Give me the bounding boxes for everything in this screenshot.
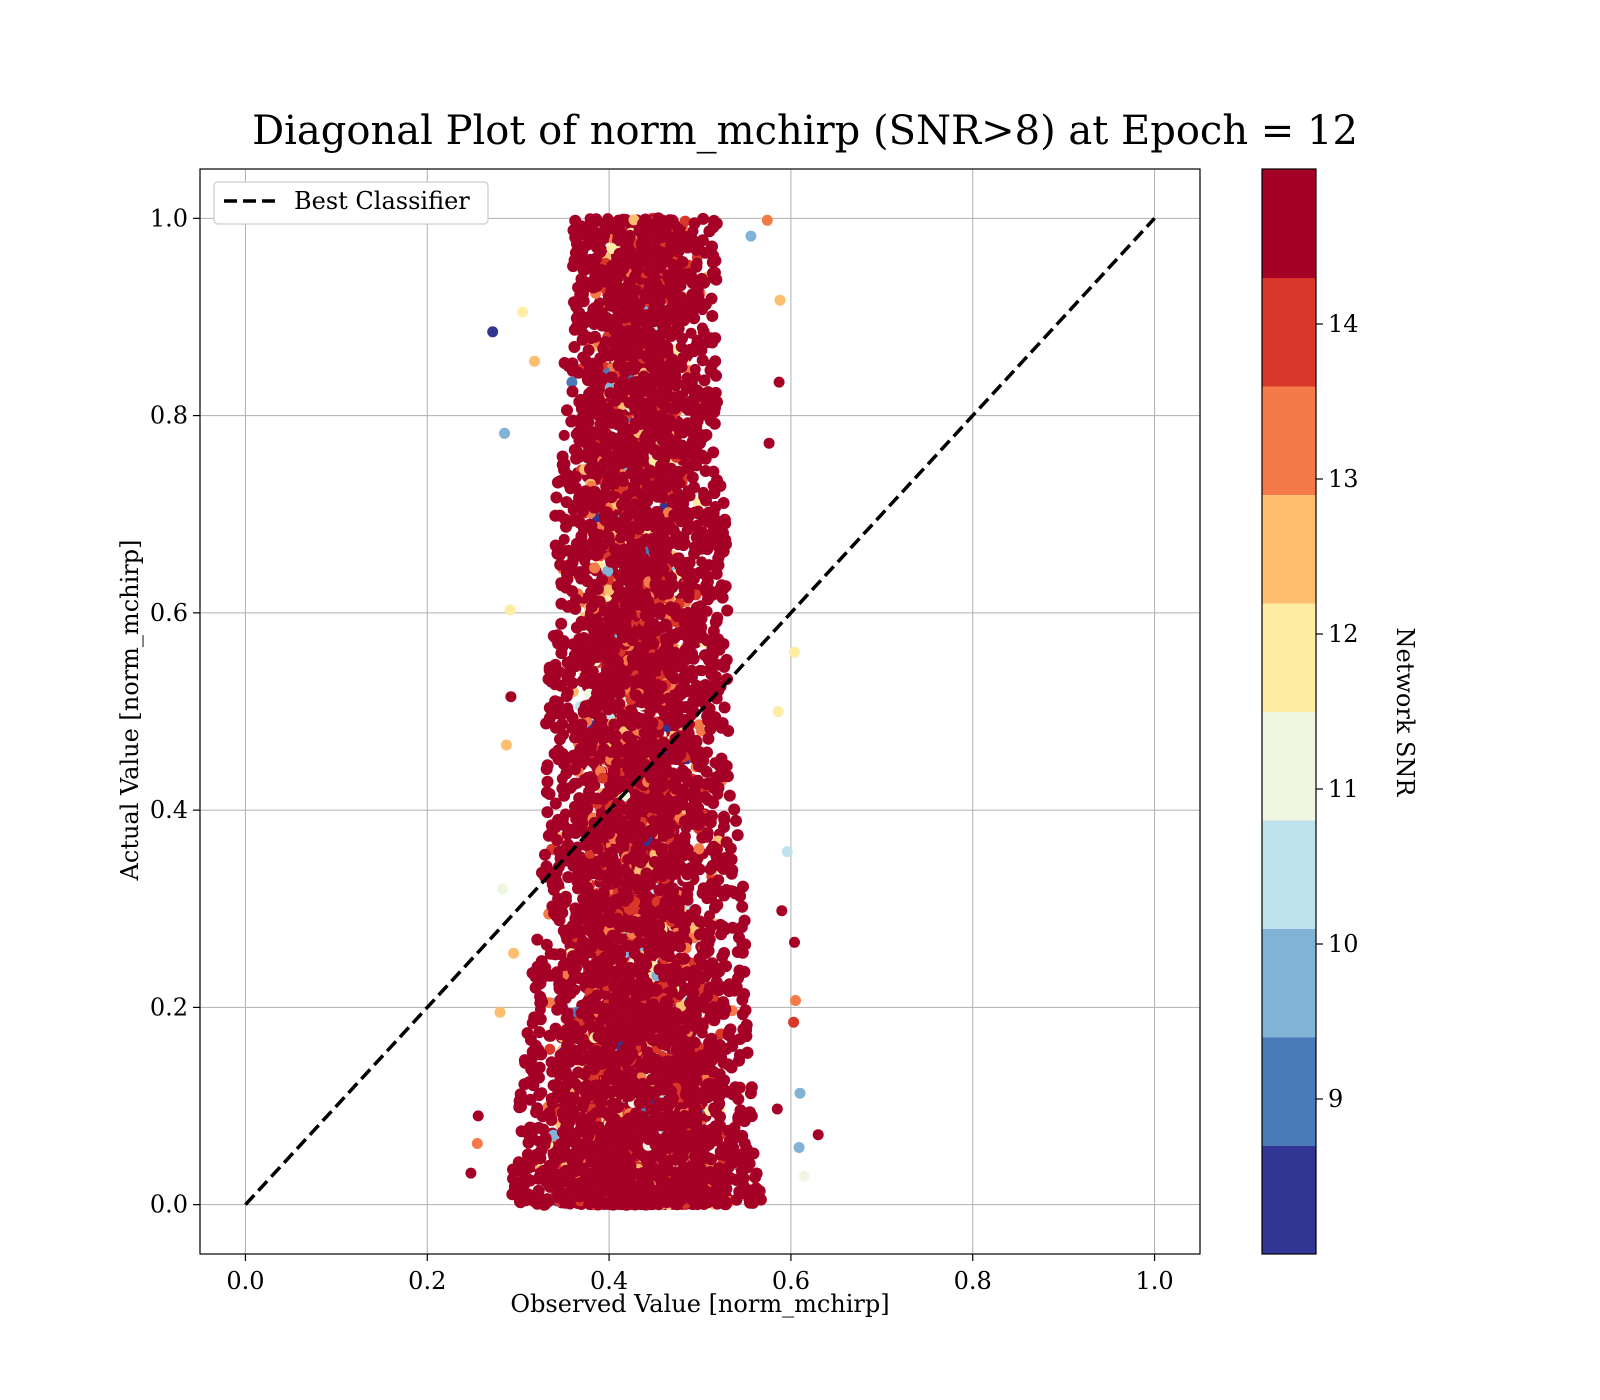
scatter-point — [608, 718, 620, 730]
scatter-point — [602, 565, 614, 577]
scatter-point — [694, 665, 706, 676]
scatter-point — [679, 215, 691, 227]
scatter-point — [693, 843, 705, 855]
scatter-point — [564, 940, 576, 952]
scatter-point — [558, 533, 570, 545]
scatter-point — [558, 429, 570, 441]
scatter-point — [566, 376, 578, 388]
scatter-point — [685, 327, 697, 339]
scatter-points — [465, 212, 824, 1211]
scatter-point — [544, 1043, 556, 1055]
chart-title: Diagonal Plot of norm_mchirp (SNR>8) at … — [252, 108, 1358, 154]
